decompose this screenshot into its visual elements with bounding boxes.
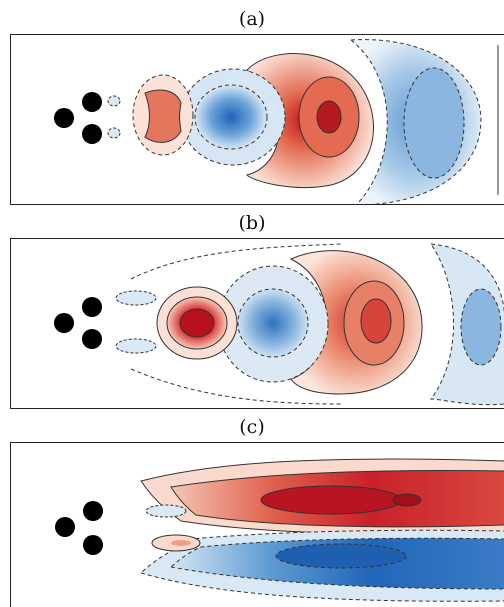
vortex-negative-near	[194, 84, 268, 150]
cylinder-top	[82, 297, 102, 317]
wake-lobe-upper	[115, 290, 157, 306]
vortex-positive-large-center	[360, 298, 392, 344]
outer-contour	[130, 243, 342, 405]
streak-positive-core-2	[392, 493, 422, 507]
wake-lobe-lower	[115, 338, 157, 354]
vortex-negative-far-core	[403, 67, 465, 179]
wake-lobe-upper	[107, 95, 121, 107]
cylinder-top	[82, 92, 102, 112]
wake-lobe-lower	[107, 127, 121, 139]
cylinder-front	[55, 517, 75, 537]
panel-c-label: (c)	[239, 416, 265, 438]
vortex-positive-small	[144, 89, 182, 143]
wake-lobe-upper	[145, 504, 187, 518]
vortex-negative-near	[237, 288, 309, 358]
cylinder-bottom	[82, 124, 102, 144]
streak-positive-core	[260, 485, 402, 515]
vortex-positive-large-center	[316, 100, 342, 134]
panel-b-label: (b)	[238, 212, 266, 234]
panel-a-field	[54, 39, 499, 204]
cylinder-top	[83, 501, 103, 521]
panel-b-field	[54, 243, 504, 406]
vortex-negative-far-core	[460, 288, 502, 366]
cylinder-bottom	[83, 535, 103, 555]
panel-c	[10, 442, 504, 607]
panel-c-field	[55, 458, 504, 602]
vortex-positive-core-center	[179, 308, 215, 338]
wake-lobe-lower-core	[171, 540, 191, 546]
cylinder-front	[54, 313, 74, 333]
panel-b	[10, 238, 504, 409]
streak-negative-core	[275, 543, 407, 569]
panel-a	[10, 34, 504, 205]
cylinder-bottom	[82, 329, 102, 349]
panel-a-label: (a)	[238, 8, 266, 30]
cylinder-front	[54, 108, 74, 128]
